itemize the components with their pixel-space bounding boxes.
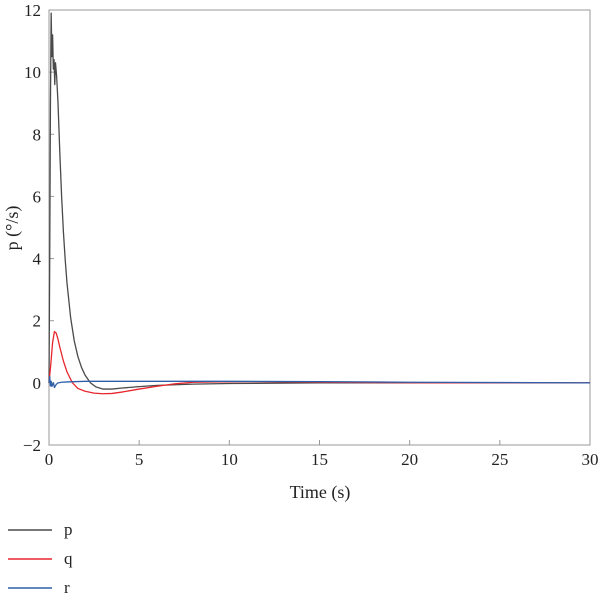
y-tick-label: 0: [33, 374, 42, 393]
series-line-r: [48, 375, 591, 389]
y-tick-label: 2: [33, 312, 42, 331]
x-tick-label: 30: [582, 450, 599, 469]
x-tick-label: 10: [221, 450, 238, 469]
y-tick-label: 10: [24, 63, 41, 82]
legend-label-q: q: [64, 549, 73, 568]
y-tick-label: 8: [33, 125, 42, 144]
x-tick-label: 0: [45, 450, 54, 469]
y-tick-label: 12: [24, 1, 41, 20]
y-axis-label: p (°/s): [2, 206, 23, 251]
x-tick-label: 20: [401, 450, 418, 469]
legend-label-r: r: [64, 578, 70, 597]
legend: pqr: [8, 520, 73, 597]
y-tick-label: 6: [33, 187, 42, 206]
y-tick-label: −2: [23, 436, 41, 455]
y-tick-label: 4: [33, 250, 42, 269]
x-tick-label: 15: [311, 450, 328, 469]
series-lines: [48, 12, 591, 395]
series-line-p: [48, 12, 590, 390]
plot-frame: [48, 9, 591, 446]
legend-label-p: p: [64, 520, 73, 539]
series-line-q: [48, 330, 590, 395]
x-tick-label: 25: [491, 450, 508, 469]
x-tick-label: 5: [135, 450, 144, 469]
x-axis-label: Time (s): [290, 482, 351, 503]
